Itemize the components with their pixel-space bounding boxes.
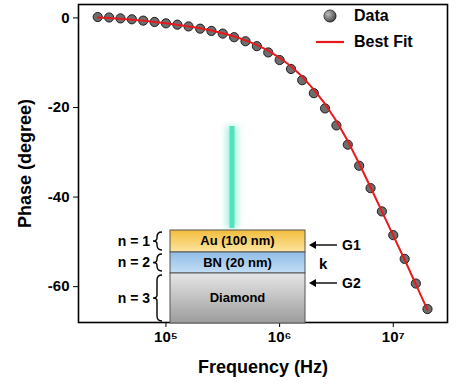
- svg-text:k: k: [319, 255, 328, 272]
- svg-text:-60: -60: [48, 277, 70, 294]
- svg-text:n = 1: n = 1: [118, 233, 151, 249]
- svg-text:10⁵: 10⁵: [154, 328, 178, 345]
- svg-text:10⁶: 10⁶: [268, 328, 292, 345]
- svg-text:0: 0: [61, 9, 69, 26]
- svg-text:Best Fit: Best Fit: [354, 33, 413, 50]
- svg-text:Frequency (Hz): Frequency (Hz): [198, 357, 328, 377]
- svg-text:Diamond: Diamond: [210, 290, 266, 305]
- svg-text:Phase (degree): Phase (degree): [15, 99, 35, 228]
- svg-text:G2: G2: [342, 275, 361, 291]
- svg-text:Data: Data: [354, 7, 389, 24]
- svg-text:BN (20 nm): BN (20 nm): [203, 255, 272, 270]
- svg-text:n = 3: n = 3: [118, 290, 151, 306]
- svg-text:Au (100 nm): Au (100 nm): [200, 233, 274, 248]
- svg-text:10⁷: 10⁷: [382, 328, 405, 345]
- svg-text:-40: -40: [48, 188, 70, 205]
- svg-text:-20: -20: [48, 98, 70, 115]
- svg-text:G1: G1: [342, 237, 361, 253]
- svg-text:n = 2: n = 2: [118, 254, 151, 270]
